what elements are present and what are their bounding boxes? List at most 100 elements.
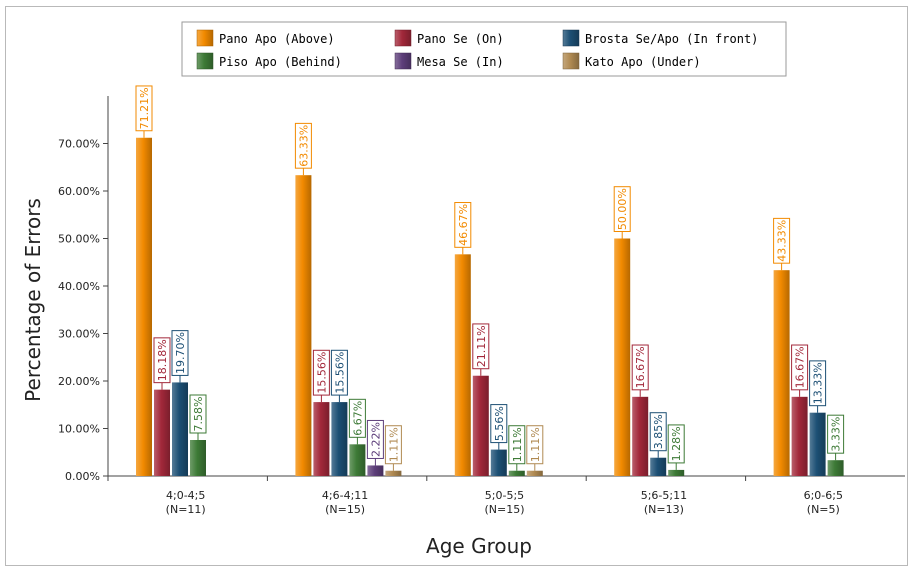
data-label-box: [312, 349, 330, 396]
data-label: 3.85%: [649, 412, 667, 452]
x-tick-label: 5;0-5;5: [485, 489, 524, 502]
bar: [190, 439, 206, 476]
legend-label: Pano Se (On): [417, 32, 504, 46]
y-axis-title: Percentage of Errors: [21, 198, 45, 402]
data-label-box: [366, 419, 384, 459]
bar: [526, 470, 543, 476]
y-tick-label: 40.00%: [58, 280, 100, 293]
data-label-box: [490, 404, 508, 444]
y-tick-label: 10.00%: [58, 423, 100, 436]
data-label-text: 6.67%: [351, 401, 364, 436]
data-label-text: 3.85%: [652, 414, 665, 449]
data-label-box: [526, 425, 544, 465]
bar: [773, 270, 790, 476]
data-label-box: [508, 425, 526, 465]
legend-swatch: [394, 52, 412, 70]
data-label-text: 63.33%: [297, 125, 310, 167]
x-tick-label: (N=11): [166, 503, 206, 516]
bar: [136, 137, 152, 476]
data-label-box: [153, 337, 171, 384]
bar: [172, 382, 188, 476]
legend: Pano Apo (Above) Pano Se (On) Brosta Se/Ap…: [181, 21, 787, 77]
bar: [508, 470, 525, 476]
data-label-box: [649, 412, 667, 452]
data-label: 16.67%: [791, 344, 809, 391]
bar: [295, 175, 312, 476]
data-label-text: 15.56%: [333, 352, 346, 394]
data-label: 46.67%: [454, 202, 472, 248]
data-label: 3.33%: [827, 414, 845, 454]
data-label: 71.21%: [135, 85, 153, 132]
data-label-box: [171, 330, 189, 376]
data-label-text: 3.33%: [830, 417, 843, 452]
bar: [668, 469, 685, 476]
data-label-text: 21.11%: [475, 325, 488, 367]
data-label-text: 7.58%: [192, 397, 205, 432]
data-label-text: 18.18%: [156, 339, 169, 381]
data-label-box: [827, 414, 845, 454]
data-label: 18.18%: [153, 337, 171, 384]
data-label: 63.33%: [294, 122, 312, 169]
data-label-box: [791, 344, 809, 391]
data-label-text: 1.28%: [670, 426, 683, 461]
bar: [472, 375, 489, 476]
x-tick-label: (N=15): [484, 503, 524, 516]
data-label-box: [472, 323, 490, 370]
data-label-text: 16.67%: [794, 346, 807, 388]
data-label-box: [631, 344, 649, 391]
data-label-text: 13.33%: [812, 362, 825, 404]
y-tick-label: 30.00%: [58, 328, 100, 341]
legend-swatch: [562, 52, 580, 70]
data-label-text: 19.70%: [174, 332, 187, 374]
bar: [367, 465, 384, 476]
y-tick-label: 20.00%: [58, 375, 100, 388]
bar: [490, 449, 507, 476]
data-label-box: [135, 85, 153, 132]
data-label-box: [667, 424, 685, 464]
legend-swatch: [196, 29, 214, 47]
legend-label: Kato Apo (Under): [585, 55, 701, 69]
data-label-box: [384, 425, 402, 465]
data-labels: 71.21% 18.18% 19.70% 7.58% 63.33% 15.56% 15.56…: [135, 85, 845, 471]
data-label: 15.56%: [330, 349, 348, 396]
bar: [791, 396, 808, 476]
data-label-text: 46.67%: [457, 204, 470, 246]
data-label-text: 50.00%: [616, 188, 629, 230]
data-label-text: 2.22%: [369, 422, 382, 457]
data-label-text: 15.56%: [315, 352, 328, 394]
bar: [313, 402, 330, 476]
bar: [827, 460, 844, 476]
x-tick-label: (N=15): [325, 503, 365, 516]
y-tick-label: 60.00%: [58, 185, 100, 198]
legend-label: Brosta Se/Apo (In front): [585, 32, 758, 46]
data-label-text: 1.11%: [387, 427, 400, 462]
x-tick-label: (N=5): [807, 503, 840, 516]
bars: [136, 137, 844, 476]
y-axis: 0.00% 10.00% 20.00% 30.00% 40.00% 50.00% 60.00…: [58, 96, 109, 483]
data-label: 15.56%: [312, 349, 330, 396]
x-tick-label: (N=13): [644, 503, 684, 516]
data-label-text: 1.11%: [511, 427, 524, 462]
bar: [650, 457, 667, 476]
bar: [385, 470, 402, 476]
y-tick-label: 0.00%: [65, 470, 100, 483]
y-tick-label: 70.00%: [58, 138, 100, 151]
bar: [614, 238, 631, 476]
x-tick-label: 6;0-6;5: [804, 489, 843, 502]
bar: [154, 389, 170, 476]
data-label-box: [613, 186, 631, 232]
bar: [349, 444, 366, 476]
legend-swatch: [394, 29, 412, 47]
data-label: 21.11%: [472, 323, 490, 370]
bar: [809, 412, 826, 476]
data-label: 43.33%: [773, 217, 791, 264]
data-label: 7.58%: [189, 394, 207, 434]
bar: [632, 396, 649, 476]
data-label: 5.56%: [490, 404, 508, 444]
data-label-text: 16.67%: [634, 346, 647, 388]
legend-label: Piso Apo (Behind): [219, 55, 342, 69]
legend-label: Mesa Se (In): [417, 55, 504, 69]
data-label: 1.11%: [526, 425, 544, 465]
data-label: 19.70%: [171, 330, 189, 376]
data-label-text: 43.33%: [776, 220, 789, 262]
